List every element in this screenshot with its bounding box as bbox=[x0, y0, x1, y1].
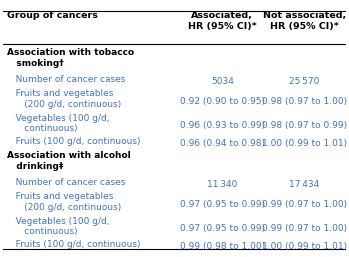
Text: 17 434: 17 434 bbox=[289, 180, 320, 189]
Text: Fruits (100 g/d, continuous): Fruits (100 g/d, continuous) bbox=[7, 240, 140, 249]
Text: Group of cancers: Group of cancers bbox=[7, 11, 98, 20]
Text: 0.97 (0.95 to 0.99): 0.97 (0.95 to 0.99) bbox=[180, 224, 265, 233]
Text: Number of cancer cases: Number of cancer cases bbox=[7, 75, 125, 84]
Text: Fruits and vegetables
      (200 g/d, continuous): Fruits and vegetables (200 g/d, continuo… bbox=[7, 89, 121, 109]
Text: Fruits (100 g/d, continuous): Fruits (100 g/d, continuous) bbox=[7, 137, 140, 146]
Text: 0.99 (0.98 to 1.00): 0.99 (0.98 to 1.00) bbox=[180, 242, 265, 251]
Text: 0.99 (0.97 to 1.00): 0.99 (0.97 to 1.00) bbox=[262, 224, 347, 233]
Text: 0.96 (0.93 to 0.99): 0.96 (0.93 to 0.99) bbox=[180, 121, 265, 130]
Text: 0.99 (0.97 to 1.00): 0.99 (0.97 to 1.00) bbox=[262, 199, 347, 208]
Text: Vegetables (100 g/d,
      continuous): Vegetables (100 g/d, continuous) bbox=[7, 114, 109, 133]
Text: 0.98 (0.97 to 1.00): 0.98 (0.97 to 1.00) bbox=[262, 97, 347, 106]
Text: 1.00 (0.99 to 1.01): 1.00 (0.99 to 1.01) bbox=[262, 242, 347, 251]
Text: 0.96 (0.94 to 0.98): 0.96 (0.94 to 0.98) bbox=[180, 139, 265, 148]
Text: 11 340: 11 340 bbox=[207, 180, 238, 189]
Text: Number of cancer cases: Number of cancer cases bbox=[7, 178, 125, 187]
Text: 0.92 (0.90 to 0.95): 0.92 (0.90 to 0.95) bbox=[180, 97, 265, 106]
Text: 1.00 (0.99 to 1.01): 1.00 (0.99 to 1.01) bbox=[262, 139, 347, 148]
Text: 5034: 5034 bbox=[211, 77, 234, 86]
Text: Vegetables (100 g/d,
      continuous): Vegetables (100 g/d, continuous) bbox=[7, 217, 109, 236]
Text: Association with tobacco
   smoking†: Association with tobacco smoking† bbox=[7, 48, 134, 68]
Text: Fruits and vegetables
      (200 g/d, continuous): Fruits and vegetables (200 g/d, continuo… bbox=[7, 192, 121, 212]
Text: Associated,
HR (95% CI)*: Associated, HR (95% CI)* bbox=[188, 11, 257, 31]
Text: 25 570: 25 570 bbox=[289, 77, 320, 86]
Text: Not associated,
HR (95% CI)*: Not associated, HR (95% CI)* bbox=[263, 11, 346, 31]
Text: 0.98 (0.97 to 0.99): 0.98 (0.97 to 0.99) bbox=[262, 121, 347, 130]
Text: Association with alcohol
   drinking‡: Association with alcohol drinking‡ bbox=[7, 151, 131, 171]
Text: 0.97 (0.95 to 0.99): 0.97 (0.95 to 0.99) bbox=[180, 199, 265, 208]
